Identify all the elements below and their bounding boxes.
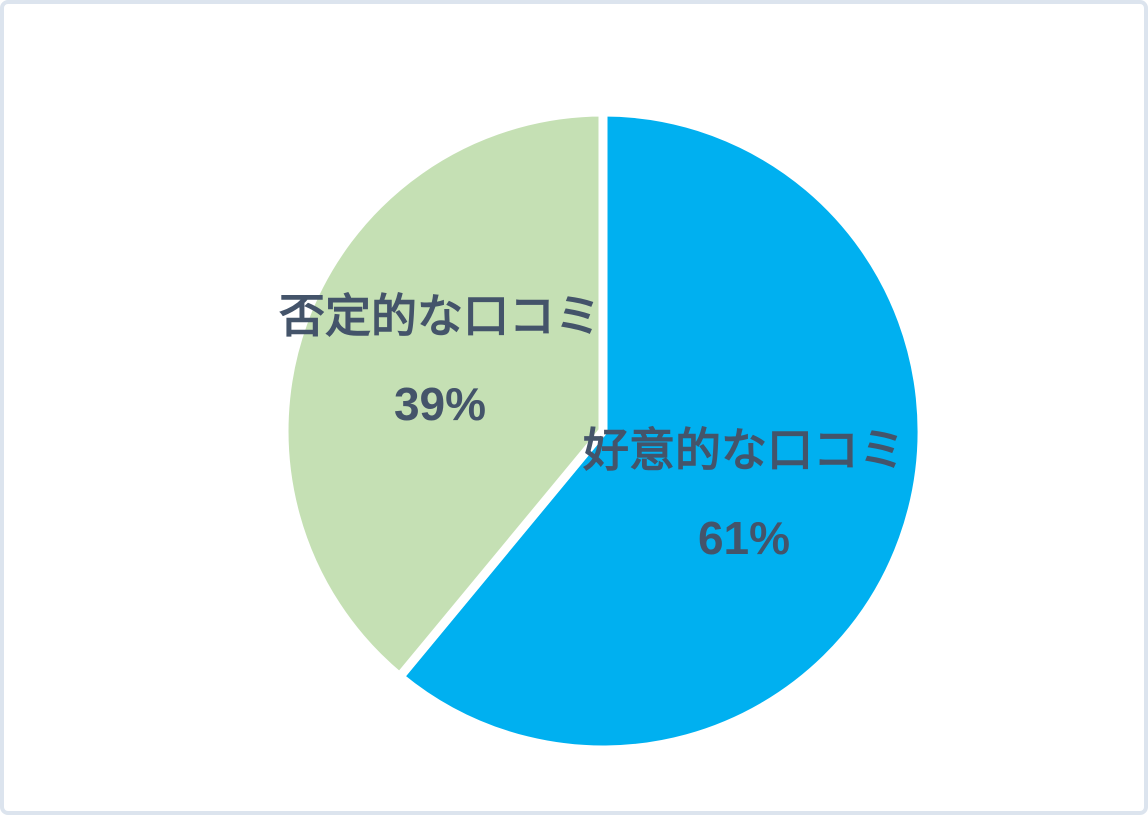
pie-slice-negative [279, 107, 608, 682]
pie-slice-favorable [395, 107, 927, 755]
pie-chart [279, 107, 927, 755]
pie-chart-area: 否定的な口コミ 39% 好意的な口コミ 61% [4, 4, 1148, 819]
